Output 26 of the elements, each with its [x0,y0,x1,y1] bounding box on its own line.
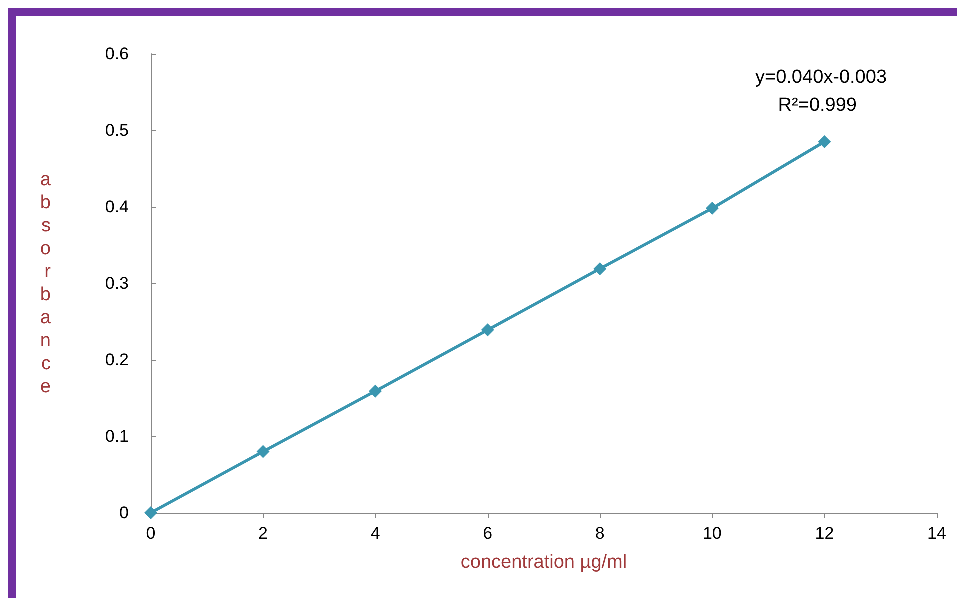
x-tick-label: 4 [370,524,380,543]
point [144,506,158,520]
annotation: R²=0.999 [778,95,858,116]
x-tick-label: 12 [815,524,834,543]
point [706,202,719,216]
annotation: y=0.040x-0.003 [755,67,887,88]
x-tick-label: 10 [702,524,722,543]
x-tick-label: 0 [146,524,156,543]
point [594,262,607,276]
point [481,324,494,337]
x-axis-title: concentration µg/ml [460,552,628,573]
y-tick-label: 0.6 [105,44,129,64]
y-tick-label: 0.4 [105,198,129,216]
text: absorbance [40,170,51,398]
x-tick-label: 2 [258,524,268,543]
y-tick-label: 0.1 [105,427,129,446]
point [818,135,832,148]
x-tick-label: 14 [928,524,946,543]
x-tick-label: 6 [483,524,493,543]
y-tick-label: 0.2 [105,350,129,370]
point [256,445,270,458]
point [369,384,382,398]
y-tick-label: 0.3 [105,274,129,293]
y-tick-label: 0.5 [105,121,129,140]
y-tick-label: 0 [120,504,129,522]
x-tick-label: 8 [595,524,605,543]
